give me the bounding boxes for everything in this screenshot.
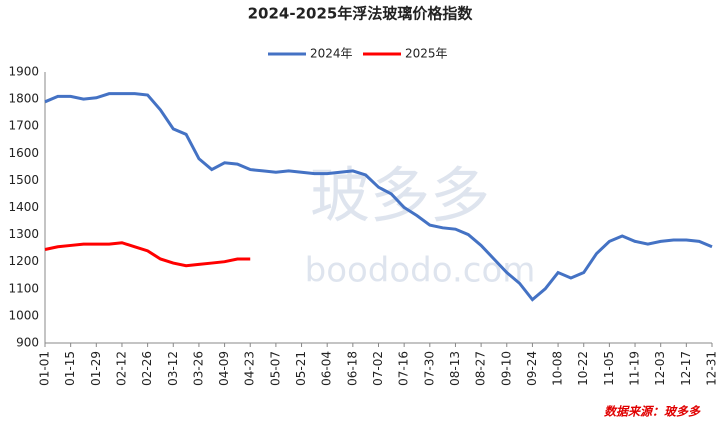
source-note: 数据来源：玻多多 — [604, 405, 701, 419]
x-tick-label: 07-02 — [371, 351, 385, 386]
y-tick-label: 1700 — [8, 119, 39, 133]
x-tick-label: 08-13 — [448, 351, 462, 386]
y-tick-label: 1500 — [8, 173, 39, 187]
x-tick-label: 02-26 — [140, 351, 154, 386]
x-tick-label: 10-22 — [576, 351, 590, 386]
x-tick-label: 03-12 — [166, 351, 180, 386]
x-tick-label: 11-05 — [602, 351, 616, 386]
x-tick-label: 12-31 — [705, 351, 719, 386]
y-tick-label: 1600 — [8, 146, 39, 160]
x-tick-label: 09-10 — [499, 351, 513, 386]
y-tick-label: 1000 — [8, 308, 39, 322]
x-tick-label: 05-07 — [268, 351, 282, 386]
watermark-url: boododo.com — [305, 251, 536, 291]
legend-label: 2025年 — [405, 47, 448, 61]
y-tick-label: 1300 — [8, 227, 39, 241]
x-tick-label: 01-15 — [63, 351, 77, 386]
series-line — [44, 241, 251, 268]
x-tick-label: 07-30 — [422, 351, 436, 386]
x-tick-label: 06-18 — [345, 351, 359, 386]
chart-title: 2024-2025年浮法玻璃价格指数 — [248, 5, 474, 23]
y-tick-label: 900 — [16, 336, 39, 350]
x-tick-label: 12-17 — [679, 351, 693, 386]
y-tick-label: 1900 — [8, 65, 39, 79]
x-tick-label: 03-26 — [191, 351, 205, 386]
x-tick-label: 04-23 — [243, 351, 257, 386]
y-tick-label: 1200 — [8, 254, 39, 268]
series-line — [44, 92, 713, 302]
x-tick-label: 08-27 — [474, 351, 488, 386]
legend-label: 2024年 — [310, 47, 353, 61]
x-tick-label: 05-21 — [294, 351, 308, 386]
x-tick-label: 11-19 — [628, 351, 642, 386]
x-tick-label: 09-24 — [525, 351, 539, 386]
x-tick-label: 01-01 — [38, 351, 52, 386]
x-tick-label: 07-16 — [397, 351, 411, 386]
y-tick-label: 1400 — [8, 200, 39, 214]
x-tick-label: 06-04 — [320, 351, 334, 386]
y-tick-label: 1100 — [8, 281, 39, 295]
x-tick-label: 02-12 — [114, 351, 128, 386]
x-tick-label: 04-09 — [217, 351, 231, 386]
y-tick-label: 1800 — [8, 92, 39, 106]
x-tick-label: 10-08 — [551, 351, 565, 386]
x-tick-label: 12-03 — [653, 351, 667, 386]
x-tick-label: 01-29 — [89, 351, 103, 386]
